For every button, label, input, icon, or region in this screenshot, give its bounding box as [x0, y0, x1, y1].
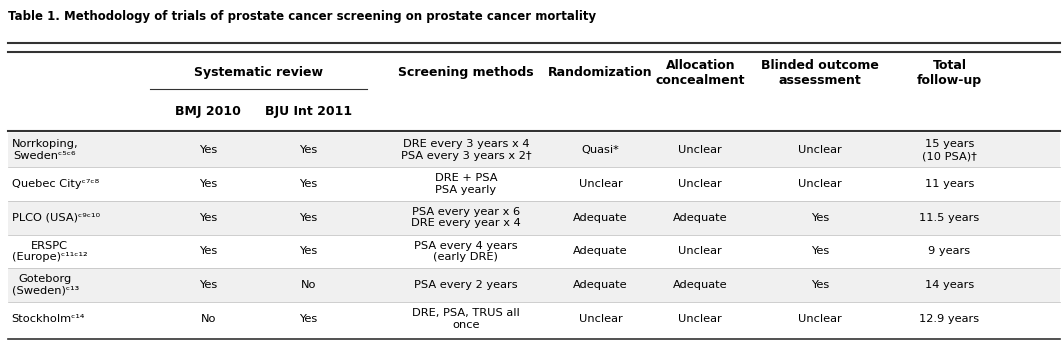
Text: Yes: Yes: [200, 179, 218, 189]
Text: Yes: Yes: [200, 246, 218, 256]
Text: Yes: Yes: [299, 246, 318, 256]
Text: Unclear: Unclear: [799, 179, 842, 189]
Text: Yes: Yes: [200, 280, 218, 290]
Text: PSA every year x 6
DRE every year x 4: PSA every year x 6 DRE every year x 4: [411, 207, 520, 228]
Text: DRE + PSA
PSA yearly: DRE + PSA PSA yearly: [434, 173, 497, 195]
Text: Adequate: Adequate: [573, 246, 628, 256]
Text: 9 years: 9 years: [928, 246, 971, 256]
Text: Unclear: Unclear: [799, 314, 842, 324]
Text: BMJ 2010: BMJ 2010: [175, 105, 241, 118]
Text: Norrkoping,
Swedenᶜ⁵ᶜ⁶: Norrkoping, Swedenᶜ⁵ᶜ⁶: [12, 139, 79, 161]
Text: Table 1. Methodology of trials of prostate cancer screening on prostate cancer m: Table 1. Methodology of trials of prosta…: [8, 10, 597, 24]
Text: BJU Int 2011: BJU Int 2011: [264, 105, 352, 118]
Text: Adequate: Adequate: [673, 213, 727, 222]
Text: Allocation
concealment: Allocation concealment: [655, 59, 746, 87]
Text: Yes: Yes: [811, 280, 829, 290]
Text: No: No: [201, 314, 216, 324]
Text: Adequate: Adequate: [573, 280, 628, 290]
Text: 11 years: 11 years: [925, 179, 974, 189]
Text: PSA every 2 years: PSA every 2 years: [414, 280, 517, 290]
Text: Unclear: Unclear: [799, 145, 842, 155]
Text: Unclear: Unclear: [679, 246, 722, 256]
Text: Screening methods: Screening methods: [398, 66, 534, 79]
Text: Adequate: Adequate: [573, 213, 628, 222]
Text: Unclear: Unclear: [579, 179, 622, 189]
Text: Unclear: Unclear: [679, 179, 722, 189]
Text: PSA every 4 years
(early DRE): PSA every 4 years (early DRE): [414, 240, 517, 262]
Text: 11.5 years: 11.5 years: [920, 213, 979, 222]
Text: Yes: Yes: [200, 145, 218, 155]
Text: 14 years: 14 years: [925, 280, 974, 290]
Text: PLCO (USA)ᶜ⁹ᶜ¹⁰: PLCO (USA)ᶜ⁹ᶜ¹⁰: [12, 213, 100, 222]
Text: ERSPC
(Europe)ᶜ¹¹ᶜ¹²: ERSPC (Europe)ᶜ¹¹ᶜ¹²: [12, 240, 87, 262]
Text: Yes: Yes: [299, 213, 318, 222]
Text: Unclear: Unclear: [679, 145, 722, 155]
Text: Yes: Yes: [811, 246, 829, 256]
Text: Goteborg
(Sweden)ᶜ¹³: Goteborg (Sweden)ᶜ¹³: [12, 274, 79, 296]
Text: Adequate: Adequate: [673, 280, 727, 290]
Text: DRE every 3 years x 4
PSA every 3 years x 2†: DRE every 3 years x 4 PSA every 3 years …: [400, 139, 531, 161]
Text: Randomization: Randomization: [548, 66, 653, 79]
Text: DRE, PSA, TRUS all
once: DRE, PSA, TRUS all once: [412, 308, 519, 330]
Text: Yes: Yes: [200, 213, 218, 222]
Text: Yes: Yes: [811, 213, 829, 222]
Text: Yes: Yes: [299, 179, 318, 189]
Text: Yes: Yes: [299, 314, 318, 324]
Text: Systematic review: Systematic review: [193, 66, 323, 79]
Text: Unclear: Unclear: [679, 314, 722, 324]
Text: Quebec Cityᶜ⁷ᶜ⁸: Quebec Cityᶜ⁷ᶜ⁸: [12, 179, 99, 189]
Text: Blinded outcome
assessment: Blinded outcome assessment: [761, 59, 879, 87]
Text: Unclear: Unclear: [579, 314, 622, 324]
Text: Quasi*: Quasi*: [582, 145, 619, 155]
Text: Stockholmᶜ¹⁴: Stockholmᶜ¹⁴: [12, 314, 85, 324]
Text: No: No: [301, 280, 315, 290]
Text: 15 years
(10 PSA)†: 15 years (10 PSA)†: [922, 139, 977, 161]
Text: Yes: Yes: [299, 145, 318, 155]
Text: 12.9 years: 12.9 years: [920, 314, 979, 324]
Text: Total
follow-up: Total follow-up: [917, 59, 982, 87]
